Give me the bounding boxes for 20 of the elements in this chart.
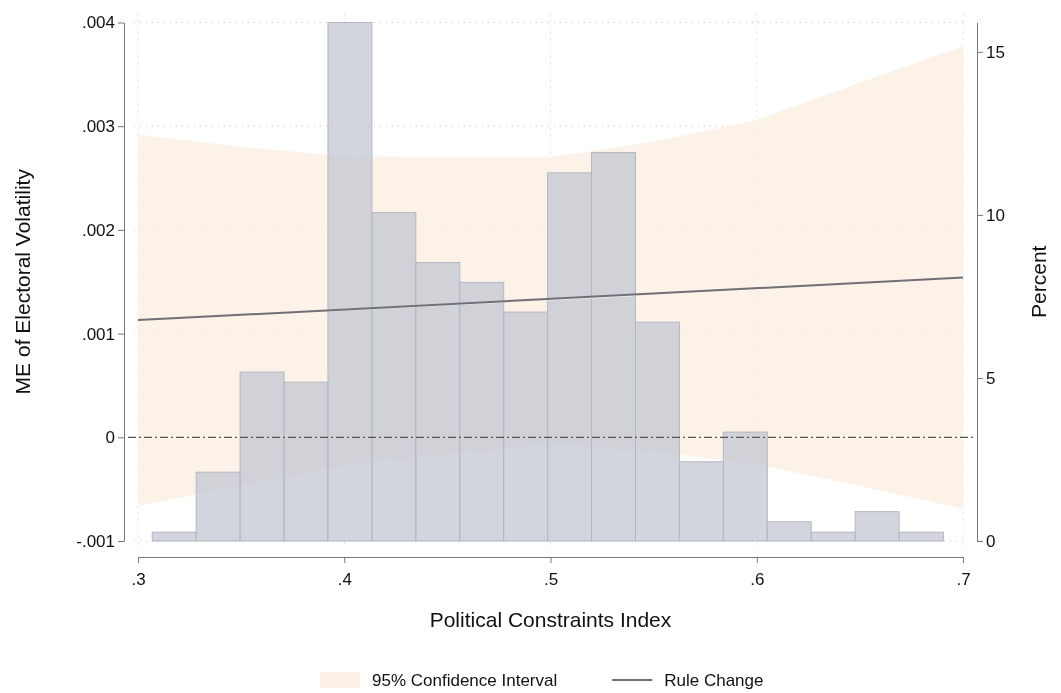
x-tick-label: .3 <box>131 569 146 589</box>
legend-label: Rule Change <box>664 671 764 690</box>
y-tick-label: .003 <box>81 117 115 137</box>
y2-tick-label: 0 <box>986 531 996 551</box>
y-tick-label: 0 <box>105 428 115 448</box>
x-tick-label: .4 <box>337 569 352 589</box>
y2-tick-label: 15 <box>986 42 1005 62</box>
x-axis-title: Political Constraints Index <box>429 608 672 631</box>
x-tick-label: .6 <box>750 569 765 589</box>
y-tick-label: .004 <box>81 13 115 33</box>
y-tick-label: -.001 <box>76 531 115 551</box>
y2-tick-label: 10 <box>986 205 1005 225</box>
y2-axis-title: Percent <box>1027 245 1050 318</box>
y-tick-label: .001 <box>81 324 115 344</box>
y2-tick-label: 5 <box>986 368 996 388</box>
x-tick-label: .7 <box>956 569 971 589</box>
x-tick-label: .5 <box>543 569 559 589</box>
y-tick-label: .002 <box>81 220 115 240</box>
y-axis-title: ME of Electoral Volatility <box>11 168 34 395</box>
legend-label: 95% Confidence Interval <box>372 671 558 690</box>
